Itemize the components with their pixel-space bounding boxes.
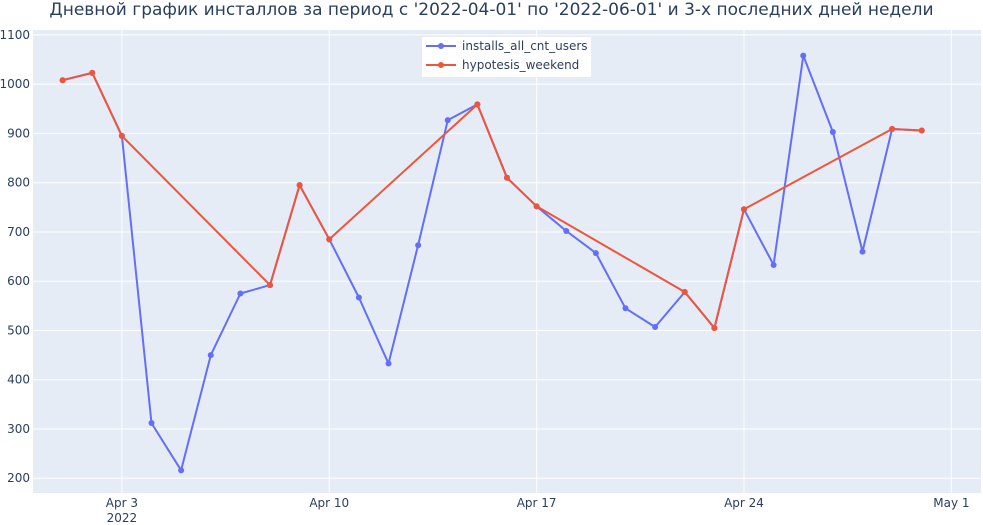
data-point (563, 227, 570, 234)
data-point (118, 132, 125, 139)
y-tick-label: 300 (7, 422, 30, 436)
y-tick-label: 900 (7, 126, 30, 140)
data-point (770, 261, 777, 268)
x-tick-label: Apr 10 (309, 496, 349, 510)
data-point (59, 77, 66, 84)
x-tick-label: Apr 17 (517, 496, 557, 510)
legend-label: installs_all_cnt_users (462, 39, 588, 53)
y-tick-label: 1100 (0, 28, 30, 42)
data-point (474, 101, 481, 108)
legend-swatch-marker (438, 62, 444, 68)
data-point (859, 248, 866, 255)
data-point (741, 206, 747, 213)
legend-label: hypotesis_weekend (462, 58, 579, 72)
data-point (711, 324, 718, 331)
data-point (622, 305, 629, 312)
grid-layer (33, 30, 981, 493)
data-point (533, 203, 540, 210)
chart-title: Дневной график инсталлов за период с '20… (49, 0, 934, 20)
data-point (889, 126, 896, 133)
data-point (178, 467, 185, 474)
data-point (296, 182, 303, 189)
data-point (385, 360, 392, 367)
data-point (267, 282, 273, 289)
y-tick-label: 800 (7, 176, 30, 190)
y-tick-label: 200 (7, 471, 30, 485)
x-tick-sublabel: 2022 (107, 511, 138, 525)
data-point (592, 250, 599, 257)
legend-box (422, 37, 591, 77)
series-layer (59, 52, 925, 474)
y-tick-label: 400 (7, 373, 30, 387)
data-point (652, 324, 659, 331)
data-point (89, 69, 96, 76)
x-tick-label: Apr 3 (106, 496, 138, 510)
data-point (326, 236, 333, 243)
data-point (681, 289, 688, 296)
legend-swatch-marker (438, 43, 444, 49)
legend[interactable]: installs_all_cnt_users hypotesis_weekend (422, 37, 591, 77)
data-point (237, 290, 244, 297)
x-tick-label: Apr 24 (724, 496, 764, 510)
y-tick-label: 700 (7, 225, 30, 239)
data-point (918, 127, 925, 134)
x-tick-label: May 1 (933, 496, 969, 510)
data-point (355, 294, 362, 301)
data-point (444, 117, 451, 124)
data-point (207, 352, 214, 359)
y-tick-label: 500 (7, 323, 30, 337)
axis-layer: 200 300 400 500 600 700 800 900 1000 1100 Apr 3202… (0, 28, 970, 525)
data-point (148, 420, 155, 427)
data-point (829, 128, 836, 135)
plot-area (33, 30, 981, 493)
y-tick-label: 1000 (0, 77, 30, 91)
data-point (800, 52, 807, 59)
series-line-1 (62, 71, 922, 329)
data-point (415, 242, 422, 249)
y-tick-label: 600 (7, 274, 30, 288)
data-point (504, 174, 510, 181)
